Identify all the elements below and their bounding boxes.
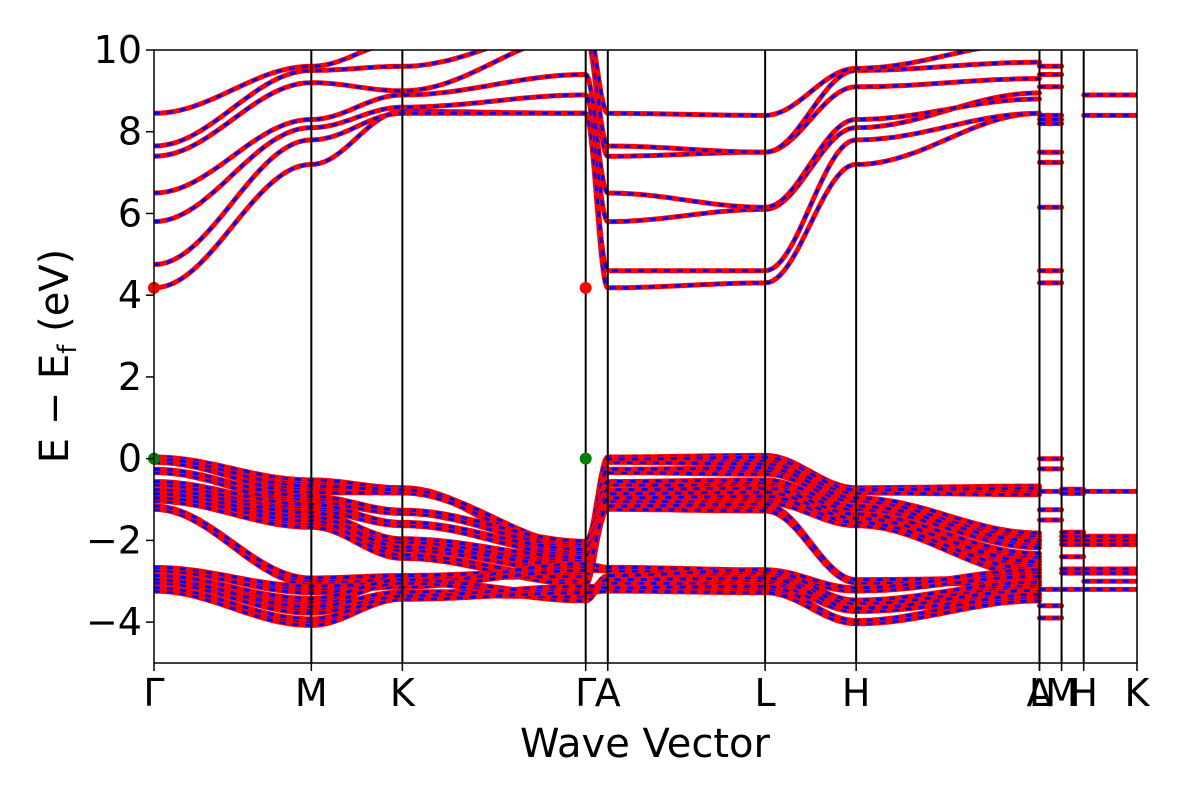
band-line-dashed	[154, 502, 1040, 582]
band-line-dashed	[154, 73, 1040, 209]
band-line-dashed	[154, 91, 1040, 224]
band-line	[154, 583, 1042, 623]
vbm-marker	[579, 452, 592, 465]
band-line-dashed	[154, 50, 979, 117]
x-tick-label: Γ	[575, 671, 596, 715]
x-tick-label: K	[1125, 671, 1151, 715]
band-line-dashed	[154, 111, 1040, 273]
band-line-dashed	[154, 466, 1040, 543]
x-tick-label: K	[390, 671, 416, 715]
band-line-dashed	[154, 481, 1040, 555]
x-tick-label: M	[1045, 671, 1078, 715]
band-line-dashed	[154, 50, 1040, 154]
y-tick-label: 0	[118, 437, 142, 481]
x-tick-label: A	[1026, 671, 1052, 715]
y-tick-label: 10	[94, 28, 142, 72]
band-line-dashed	[154, 471, 1040, 550]
bands-layer	[154, 50, 1137, 628]
x-tick-label: H	[1069, 671, 1098, 715]
y-tick-label: 6	[118, 191, 142, 235]
x-tick-label: L	[755, 671, 776, 715]
y-ticks: 10 8 6 4 2 0 −2 −4	[86, 28, 154, 644]
y-axis-label-main: E − E	[32, 354, 78, 464]
y-tick-label: 8	[118, 110, 142, 154]
band-line-dashed	[154, 486, 1040, 560]
y-tick-label: −2	[86, 518, 142, 562]
x-tick-label: M	[295, 671, 328, 715]
band-line-dashed	[154, 589, 1040, 627]
band-line-dashed	[154, 490, 1040, 568]
cbm-marker	[579, 281, 592, 294]
band-line-dashed	[154, 562, 1040, 590]
x-tick-label: H	[842, 671, 871, 715]
band-line-dashed	[154, 568, 1040, 602]
band-line-dashed	[154, 478, 1040, 551]
x-axis-label: Wave Vector	[520, 721, 771, 767]
y-axis-label: E − Ef (eV)	[32, 249, 83, 464]
band-line-dashed	[154, 507, 1040, 586]
y-axis-label-subscript: f	[53, 344, 83, 354]
x-tick-label: L	[1029, 671, 1050, 715]
y-axis-label-unit: (eV)	[32, 249, 78, 345]
y-tick-label: 4	[118, 273, 142, 317]
y-tick-label: 2	[118, 355, 142, 399]
plot-frame	[153, 49, 1138, 664]
y-tick-label: −4	[86, 600, 142, 644]
band-line-dashed	[154, 568, 1040, 595]
x-tick-label: Γ	[143, 671, 164, 715]
kpoint-lines	[310, 50, 1085, 663]
extrema-markers	[148, 281, 592, 465]
x-tick-label: A	[595, 671, 621, 715]
band-line-dashed	[154, 581, 1040, 615]
